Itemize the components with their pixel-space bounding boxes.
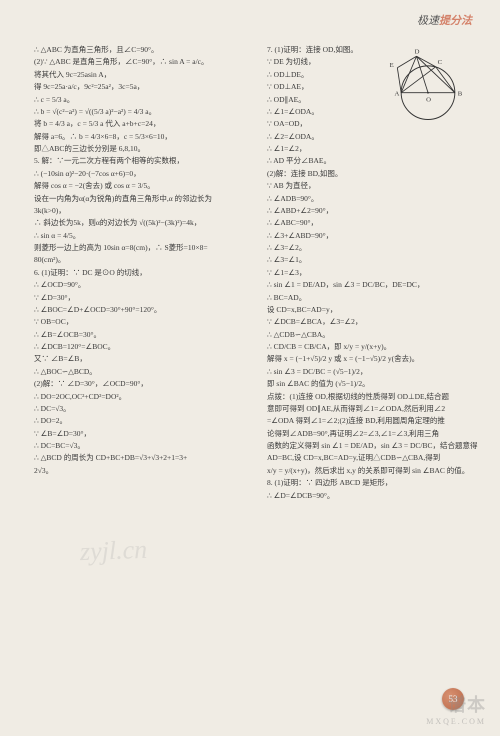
text-line: 解得 a=6。∴ b = 4/3×6=8，c = 5/3×6=10， <box>24 131 245 143</box>
text-line: ∴ AD 平分∠BAE。 <box>257 155 478 167</box>
text-line: ∴ ∠BOC=∠D+∠OCD=30°+90°=120°。 <box>24 304 245 316</box>
text-line: 解得 x = (−1+√5)/2 y 或 x = (−1−√5)/2 y(舍去)… <box>257 353 478 365</box>
text-line: 设 CD=x,BC=AD=y， <box>257 304 478 316</box>
text-line: (2)∵ △ABC 是直角三角形，∠C=90°，∴ sin A = a/c。 <box>24 56 245 68</box>
text-line: ∴ sin ∠1 = DE/AD，sin ∠3 = DC/BC，DE=DC， <box>257 279 478 291</box>
svg-text:E: E <box>390 62 394 69</box>
text-line: ∵ AB 为直径， <box>257 180 478 192</box>
text-line: 得 9c=25a·a/c，9c²=25a²，3c=5a， <box>24 81 245 93</box>
text-line: ∴ ∠OCD=90°。 <box>24 279 245 291</box>
text-line: ∴ DC=√3。 <box>24 403 245 415</box>
text-line: 5. 解：∵一元二次方程有两个相等的实数根， <box>24 155 245 167</box>
text-line: ∴ ∠2=∠ODA。 <box>257 131 478 143</box>
text-line: ∴ △ABC 为直角三角形，且∠C=90°。 <box>24 44 245 56</box>
text-line: 论得到∠ADB=90°,再证明∠2=∠3,∠1=∠3,利用三角 <box>257 428 478 440</box>
text-line: 8. (1)证明：∵ 四边形 ABCD 是矩形， <box>257 477 478 489</box>
text-line: ∵ ∠1=∠3， <box>257 267 478 279</box>
svg-text:O: O <box>426 96 431 103</box>
text-line: =∠ODA 得到∠1=∠2;(2)连接 BD,利用圆周角定理的推 <box>257 415 478 427</box>
text-line: ∵ ∠DCB=∠BCA，∠3=∠2， <box>257 316 478 328</box>
text-line: ∴ DO=2。 <box>24 415 245 427</box>
page-number-badge: 53 <box>442 688 464 710</box>
text-line: ∴ sin α = 4/5。 <box>24 230 245 242</box>
content-area: ∴ △ABC 为直角三角形，且∠C=90°。(2)∵ △ABC 是直角三角形，∠… <box>24 44 478 696</box>
text-line: ∴ CD/CB = CB/CA，即 x/y = y/(x+y)。 <box>257 341 478 353</box>
text-line: ∵ ∠B=∠D=30°， <box>24 428 245 440</box>
text-line: 又∵ ∠B=∠B， <box>24 353 245 365</box>
text-line: ∴ BC=AD。 <box>257 292 478 304</box>
svg-text:C: C <box>438 59 443 66</box>
text-line: ∴ ∠B=∠OCB=30°。 <box>24 329 245 341</box>
text-line: x/y = y/(x+y)，然后求出 x,y 的关系即可得到 sin ∠BAC … <box>257 465 478 477</box>
text-line: ∴ ∠ABC=90°， <box>257 217 478 229</box>
text-line: ∴ ∠1=∠2， <box>257 143 478 155</box>
text-line: ∴ c = 5/3 a。 <box>24 94 245 106</box>
text-line: 设在一内角为α(α为锐角)的直角三角形中,α 的邻边长为 <box>24 193 245 205</box>
text-line: ∴ △CDB∽△CBA。 <box>257 329 478 341</box>
text-line: ∴ b = √(c²−a²) = √((5/3 a)²−a²) = 4/3 a。 <box>24 106 245 118</box>
text-line: ∵ ∠D=30°， <box>24 292 245 304</box>
text-line: 意即可得到 OD∥AE,从而得到∠1=∠ODA,然后利用∠2 <box>257 403 478 415</box>
text-line: ∴ ∠3=∠1。 <box>257 254 478 266</box>
text-line: 3k(k>0)， <box>24 205 245 217</box>
svg-text:D: D <box>415 48 420 55</box>
watermark-br-small: MXQE.COM <box>426 717 486 726</box>
text-line: (2)解：连接 BD,如图。 <box>257 168 478 180</box>
text-line: ∴ DC=BC=√3。 <box>24 440 245 452</box>
text-line: ∴ (−10sin α)²−20·(−7cos α+6)=0， <box>24 168 245 180</box>
text-line: 即△ABC的三边长分别是 6,8,10。 <box>24 143 245 155</box>
text-line: 点拨：(1)连接 OD,根据切线的性质得到 OD⊥DE,结合题 <box>257 391 478 403</box>
text-line: ∴ DO=2OC,OC²+CD²=DO²。 <box>24 391 245 403</box>
page-number: 53 <box>449 694 458 704</box>
text-line: 2√3。 <box>24 465 245 477</box>
text-line: ∴ ∠ADB=90°。 <box>257 193 478 205</box>
left-column: ∴ △ABC 为直角三角形，且∠C=90°。(2)∵ △ABC 是直角三角形，∠… <box>24 44 245 696</box>
text-line: ∴ ∠DCB=120°=∠BOC。 <box>24 341 245 353</box>
page-header: 极速提分法 <box>417 12 472 28</box>
geometry-figure: A B C D E O <box>382 46 474 124</box>
text-line: 80(cm²)。 <box>24 254 245 266</box>
text-line: ∵ OB=OC， <box>24 316 245 328</box>
text-line: 将 b = 4/3 a，c = 5/3 a 代入 a+b+c=24， <box>24 118 245 130</box>
text-line: 解得 cos α = −2(舍去) 或 cos α = 3/5。 <box>24 180 245 192</box>
text-line: (2)解：∵ ∠D=30°，∠OCD=90°， <box>24 378 245 390</box>
text-line: AD=BC,设 CD=x,BC=AD=y,证明△CDB∽△CBA,得到 <box>257 452 478 464</box>
text-line: 则菱形一边上的高为 10sin α=8(cm)，∴ S菱形=10×8= <box>24 242 245 254</box>
text-line: ∴ △BOC∽△BCD。 <box>24 366 245 378</box>
figure-labels: A B C D E O <box>390 48 463 103</box>
text-line: 将其代入 9c=25asin A， <box>24 69 245 81</box>
svg-text:B: B <box>458 91 463 98</box>
right-column: 7. (1)证明：连接 OD,如图。∵ DE 为切线，∴ OD⊥DE。∵ OD⊥… <box>257 44 478 696</box>
text-line: ∴ ∠3=∠2。 <box>257 242 478 254</box>
figure-lines <box>397 56 455 92</box>
text-line: ∴ ∠D=∠DCB=90°。 <box>257 490 478 502</box>
svg-text:A: A <box>394 91 399 98</box>
header-accent: 提分法 <box>439 15 472 27</box>
text-line: 即 sin ∠BAC 的值为 (√5−1)/2。 <box>257 378 478 390</box>
header-prefix: 极速 <box>417 15 439 27</box>
text-line: 函数的定义得到 sin ∠1 = DE/AD，sin ∠3 = DC/BC，结合… <box>257 440 478 452</box>
text-line: ∴ ∠3+∠ABD=90°， <box>257 230 478 242</box>
figure-center-dot <box>427 92 429 94</box>
text-line: ∴ ∠ABD+∠2=90°， <box>257 205 478 217</box>
text-line: ∴ 斜边长为5k，则α的对边长为 √((5k)²−(3k)²)=4k， <box>24 217 245 229</box>
text-line: ∴ sin ∠3 = DC/BC = (√5−1)/2， <box>257 366 478 378</box>
text-line: 6. (1)证明：∵ DC 是⊙O 的切线， <box>24 267 245 279</box>
text-line: ∴ △BCD 的周长为 CD+BC+DB=√3+√3+2+1=3+ <box>24 452 245 464</box>
